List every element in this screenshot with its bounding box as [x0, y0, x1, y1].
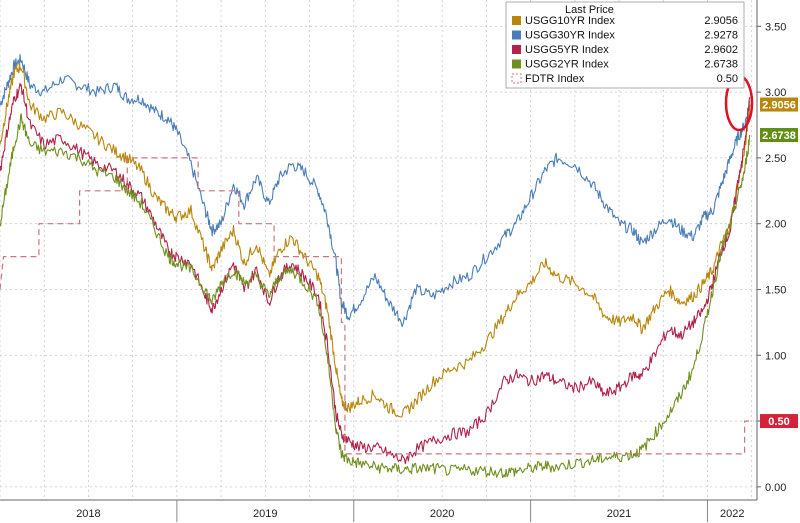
- tag-background: [760, 128, 798, 143]
- legend-swatch: [511, 73, 522, 84]
- legend-entry-name: USGG2YR Index: [525, 59, 609, 71]
- y-tick-label: 2.00: [765, 219, 786, 231]
- x-tick-label: 2019: [253, 508, 277, 520]
- legend-swatch: [512, 30, 521, 40]
- legend-entry-name: USGG10YR Index: [525, 15, 615, 27]
- x-tick-label: 2021: [607, 508, 631, 520]
- legend-swatch: [512, 45, 521, 54]
- series-line-usgg10yr-index: [0, 62, 751, 418]
- tag-background: [760, 414, 798, 429]
- y-tick-label: 1.50: [765, 284, 786, 296]
- series-layer: [0, 54, 754, 479]
- last-value-tag: 0.50: [760, 414, 798, 429]
- tag-label: 0.50: [768, 416, 789, 428]
- y-tick-label: 2.50: [765, 153, 786, 165]
- y-tick-label: 3.00: [765, 87, 786, 99]
- legend: Last Price USGG10YR Index 2.9056 USGG30YR …: [505, 1, 745, 89]
- tag-label: 2.9056: [762, 100, 796, 112]
- legend-title: Last Price: [565, 4, 614, 16]
- tag-background: [760, 97, 798, 112]
- legend-entry-name: USGG30YR Index: [525, 30, 615, 42]
- legend-entry-name: FDTR Index: [525, 73, 585, 85]
- x-tick-label: 2020: [430, 508, 454, 520]
- legend-box: [505, 1, 745, 89]
- x-tick-label: 2022: [720, 508, 744, 520]
- series-line-fdtr-index: [0, 157, 754, 455]
- legend-swatch: [512, 16, 521, 25]
- x-tick-label: 2018: [76, 508, 100, 520]
- legend-entry-value: 2.9602: [704, 44, 738, 56]
- series-line-usgg5yr-index: [0, 82, 751, 465]
- legend-entry-value: 2.9056: [704, 15, 738, 27]
- series-line-usgg2yr-index: [0, 113, 751, 479]
- last-value-tags: 2.9056 2.6738 0.50: [760, 97, 798, 429]
- legend-swatch: [512, 59, 521, 69]
- y-tick-label: 3.50: [765, 21, 786, 33]
- last-value-tag: 2.6738: [760, 128, 798, 143]
- legend-entry-value: 2.9278: [704, 30, 738, 42]
- y-tick-label: 0.00: [765, 482, 786, 494]
- last-value-tag: 2.9056: [760, 97, 798, 112]
- legend-entry-value: 0.50: [717, 73, 738, 85]
- legend-entry-value: 2.6738: [704, 59, 738, 71]
- x-axis: 2018 2019 2020 2021 2022: [0, 499, 757, 522]
- legend-entry-name: USGG5YR Index: [525, 44, 609, 56]
- series-line-usgg30yr-index: [0, 54, 751, 328]
- tag-label: 2.6738: [762, 130, 796, 142]
- y-tick-label: 1.00: [765, 350, 786, 362]
